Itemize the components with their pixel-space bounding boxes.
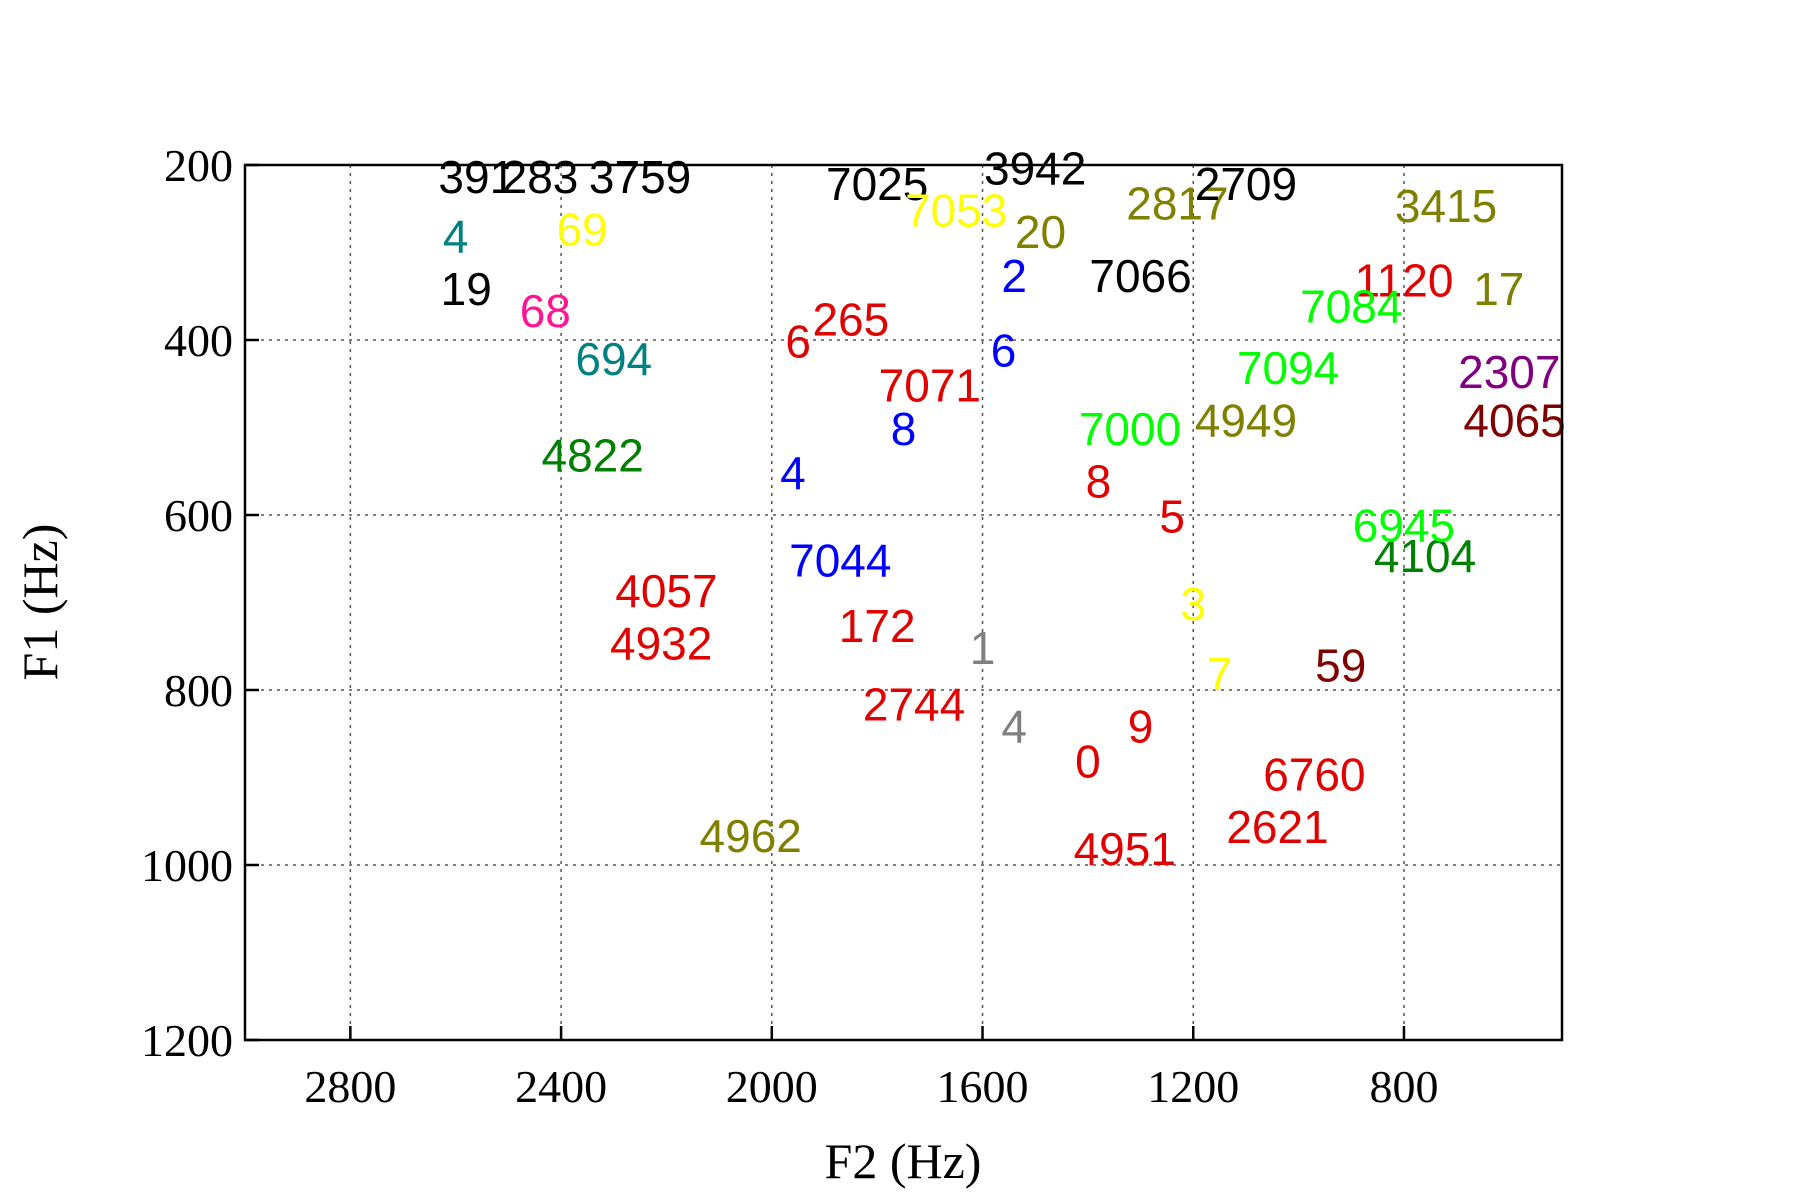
data-point-label: 17 bbox=[1473, 263, 1524, 315]
data-point-label: 8 bbox=[891, 403, 917, 455]
data-point-label: 4932 bbox=[610, 617, 712, 669]
data-point-label: 2817 bbox=[1126, 177, 1228, 229]
y-tick-label: 800 bbox=[164, 665, 233, 716]
data-point-label: 2744 bbox=[863, 679, 965, 731]
data-point-label: 7 bbox=[1207, 648, 1233, 700]
x-tick-label: 2000 bbox=[726, 1061, 818, 1112]
data-point-label: 4962 bbox=[700, 810, 802, 862]
y-tick-label: 1000 bbox=[141, 840, 233, 891]
x-tick-label: 1200 bbox=[1147, 1061, 1239, 1112]
data-point-label: 3415 bbox=[1395, 180, 1497, 232]
data-point-label: 391 bbox=[438, 151, 515, 203]
plot-frame bbox=[243, 163, 1564, 1042]
x-tick-label: 1600 bbox=[937, 1061, 1029, 1112]
data-point-label: 7066 bbox=[1089, 250, 1191, 302]
data-point-label: 7071 bbox=[879, 359, 981, 411]
x-tick-label: 2800 bbox=[304, 1061, 396, 1112]
x-axis-title: F2 (Hz) bbox=[825, 1133, 982, 1189]
data-point-label: 68 bbox=[520, 285, 571, 337]
data-point-label: 2621 bbox=[1226, 801, 1328, 853]
data-point-label: 7025 bbox=[826, 158, 928, 210]
data-point-label: 2709 bbox=[1195, 158, 1297, 210]
grid-lines bbox=[245, 165, 1562, 1040]
axis-ticks: 2800 2400 2000 1600 1200 80020040060080010001… bbox=[141, 140, 1438, 1112]
data-point-label: 1 bbox=[970, 622, 996, 674]
data-point-label: 9 bbox=[1128, 701, 1154, 753]
data-point-label: 4 bbox=[780, 447, 806, 499]
data-point-label: 4951 bbox=[1074, 823, 1176, 875]
y-tick-label: 200 bbox=[164, 140, 233, 191]
data-point-label: 7094 bbox=[1237, 342, 1339, 394]
data-point-label: 5 bbox=[1159, 491, 1185, 543]
data-point-label: 4 bbox=[1001, 701, 1027, 753]
data-point-label: 7044 bbox=[789, 534, 891, 586]
data-point-label: 4104 bbox=[1374, 530, 1476, 582]
data-point-label: 1120 bbox=[1354, 254, 1453, 306]
data-point-label: 2 bbox=[1001, 250, 1027, 302]
x-tick-label: 800 bbox=[1369, 1061, 1438, 1112]
data-point-label: 20 bbox=[1015, 206, 1066, 258]
data-point-label: 3942 bbox=[984, 142, 1086, 194]
data-point-label: 3759 bbox=[589, 151, 691, 203]
data-point-label: 0 bbox=[1075, 736, 1101, 788]
data-point-label: 6945 bbox=[1353, 499, 1455, 551]
data-point-label: 694 bbox=[575, 333, 652, 385]
data-point-label: 2307 bbox=[1458, 346, 1560, 398]
data-point-label: 4822 bbox=[542, 429, 644, 481]
data-point-label: 283 bbox=[502, 151, 579, 203]
y-tick-label: 1200 bbox=[141, 1015, 233, 1066]
data-point-label: 7084 bbox=[1300, 281, 1402, 333]
data-point-label: 19 bbox=[441, 263, 492, 315]
data-point-label: 265 bbox=[812, 294, 889, 346]
data-point-label: 172 bbox=[839, 600, 916, 652]
data-point-label: 6760 bbox=[1263, 749, 1365, 801]
data-point-label: 6 bbox=[785, 316, 811, 368]
data-point-label: 4 bbox=[443, 211, 469, 263]
data-point-label: 4949 bbox=[1195, 394, 1297, 446]
data-point-label: 4057 bbox=[615, 565, 717, 617]
data-point-label: 69 bbox=[557, 204, 608, 256]
x-tick-label: 2400 bbox=[515, 1061, 607, 1112]
y-tick-label: 600 bbox=[164, 490, 233, 541]
data-point-label: 59 bbox=[1315, 639, 1366, 691]
data-point-label: 8 bbox=[1086, 456, 1112, 508]
data-point-label: 3 bbox=[1180, 578, 1206, 630]
y-axis-title: F1 (Hz) bbox=[12, 524, 68, 681]
y-tick-label: 400 bbox=[164, 315, 233, 366]
data-point-label: 7000 bbox=[1079, 403, 1181, 455]
data-point-label: 7053 bbox=[905, 184, 1007, 236]
data-point-label: 6 bbox=[991, 324, 1017, 376]
data-point-label: 4065 bbox=[1463, 394, 1565, 446]
